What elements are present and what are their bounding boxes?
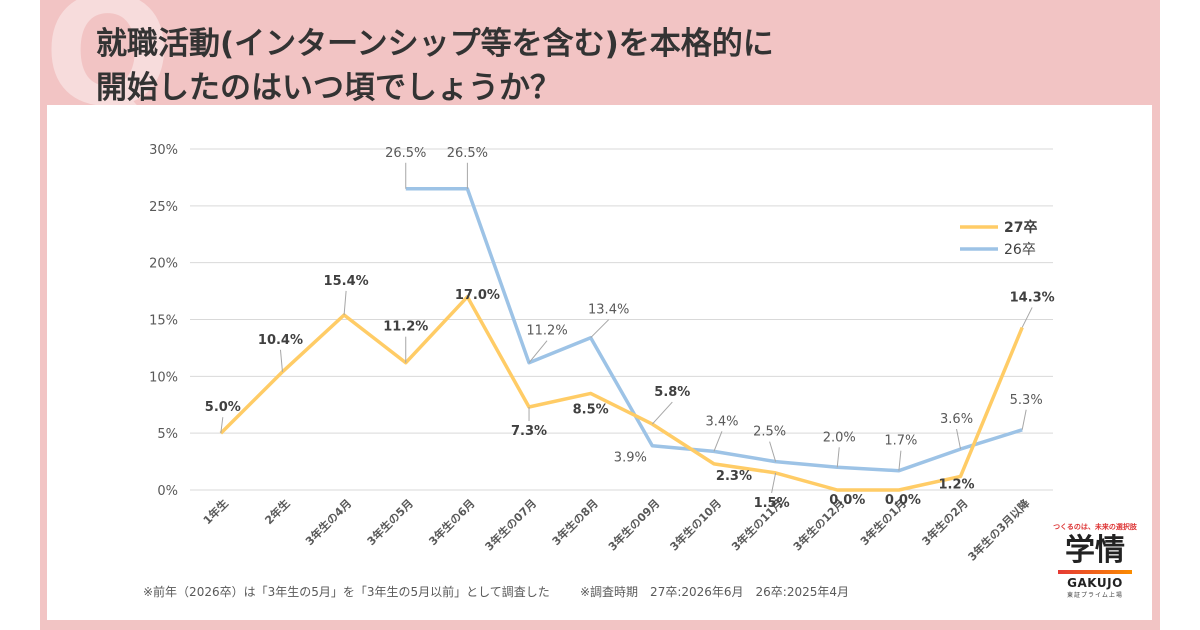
data-label-27: 0.0% [829, 493, 865, 508]
y-tick-label: 5% [157, 427, 178, 442]
data-label-27: 1.2% [939, 477, 975, 492]
data-label-27: 7.3% [511, 424, 547, 439]
y-tick-label: 0% [157, 484, 178, 499]
data-label-26: 1.7% [884, 434, 917, 449]
data-label-27: 10.4% [258, 333, 303, 348]
data-label-27: 11.2% [383, 320, 428, 335]
data-label-26: 26.5% [385, 146, 426, 161]
series-line-26 [405, 187, 1023, 473]
logo-tagline: つくるのは、未来の選択肢 [1053, 523, 1137, 531]
data-label-27: 8.5% [573, 402, 609, 417]
x-tick-label: 3年生の3月以降 [965, 496, 1033, 564]
data-label-27: 15.4% [324, 274, 369, 289]
survey-period-note: ※調査時期 27卒:2026年6月 26卒:2025年4月 [580, 585, 850, 599]
data-label-26: 2.5% [753, 425, 786, 440]
data-label-27-leader [343, 290, 347, 315]
data-label-26-leader [898, 450, 902, 471]
logo-name: 学情 [1065, 533, 1125, 568]
data-label-27-leader [220, 417, 224, 434]
data-label-26-leader [956, 428, 962, 450]
logo-name-en: GAKUJO [1067, 576, 1123, 590]
page-title: 就職活動(インターンシップ等を含む)を本格的に 開始したのはいつ頃でしょうか？ [96, 22, 996, 110]
title-line-1: 就職活動(インターンシップ等を含む)を本格的に [96, 26, 774, 62]
x-tick-label: 3年生の07月 [482, 496, 539, 553]
data-label-27: 17.0% [455, 288, 500, 303]
title-line-2: 開始したのはいつ頃でしょうか？ [96, 70, 561, 106]
legend-label-27: 27卒 [1004, 219, 1037, 236]
data-label-27-leader [651, 401, 673, 425]
y-tick-label: 25% [149, 200, 178, 215]
y-tick-label: 20% [149, 257, 178, 272]
data-label-26: 3.6% [940, 412, 973, 427]
data-label-27-leader [279, 349, 283, 372]
data-label-26-leader [769, 441, 777, 462]
data-label-26: 3.4% [705, 414, 738, 429]
x-tick-label: 3年生の2月 [919, 496, 971, 548]
data-label-27: 5.8% [654, 385, 690, 400]
data-label-27-leader [1021, 307, 1033, 328]
data-label-26: 11.2% [526, 324, 567, 339]
data-label-26: 13.4% [588, 303, 629, 318]
x-tick-label: 3年生の4月 [302, 496, 354, 548]
data-label-26-leader [713, 431, 723, 452]
data-label-26: 5.3% [1010, 393, 1043, 408]
survey-note: ※前年（2026卒）は「3年生の5月」を「3年生の5月以前」として調査した [143, 585, 550, 599]
data-label-26: 26.5% [447, 146, 488, 161]
data-label-27: 1.5% [754, 496, 790, 511]
data-label-27: 0.0% [885, 493, 921, 508]
x-tick-label: 3年生の09月 [605, 496, 662, 553]
data-label-27: 14.3% [1010, 290, 1055, 305]
data-label-26: 3.9% [614, 451, 647, 466]
logo-bar [1058, 570, 1132, 574]
x-tick-label: 3年生の5月 [364, 496, 416, 548]
data-label-26-leader [1021, 409, 1027, 430]
x-tick-label: 3年生の6月 [426, 496, 478, 548]
data-label-26-leader [528, 340, 548, 364]
x-tick-label: 3年生の10月 [667, 496, 724, 553]
data-label-27: 2.3% [716, 469, 752, 484]
y-tick-label: 30% [149, 143, 178, 158]
y-tick-label: 10% [149, 370, 178, 385]
gakujo-logo: つくるのは、未来の選択肢 学情 GAKUJO 東証プライム上場 [1050, 522, 1140, 612]
data-label-26: 2.0% [823, 430, 856, 445]
legend-label-26: 26卒 [1004, 242, 1036, 258]
data-label-26-leader [590, 319, 610, 339]
data-label-26-leader [836, 447, 840, 468]
chart-panel [47, 105, 1152, 620]
data-label-27: 5.0% [205, 400, 241, 415]
series-line-27 [219, 295, 1024, 492]
y-tick-label: 15% [149, 314, 178, 329]
data-label-27-leader [771, 472, 777, 494]
x-tick-label: 2年生 [262, 496, 293, 527]
x-tick-label: 3年生の8月 [549, 496, 601, 548]
x-tick-label: 1年生 [200, 496, 231, 527]
logo-sub: 東証プライム上場 [1067, 592, 1123, 599]
